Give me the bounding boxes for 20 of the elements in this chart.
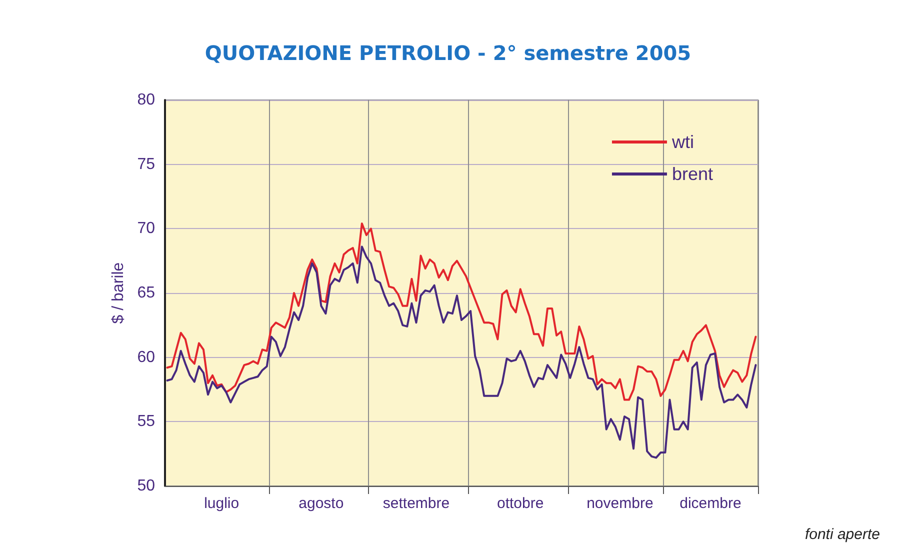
- y-tick-label: 75: [137, 156, 156, 173]
- chart-title: QUOTAZIONE PETROLIO - 2° semestre 2005: [204, 41, 692, 65]
- text: fonti aperte: [804, 526, 880, 543]
- y-tick-label: 70: [137, 220, 156, 238]
- legend-label: brent: [672, 164, 714, 184]
- y-tick-label: 55: [137, 413, 156, 430]
- y-tick-label: 80: [137, 92, 156, 108]
- y-tick-label: 65: [137, 284, 156, 302]
- y-axis-title: $ / barile: [110, 262, 127, 324]
- x-tick-label: agosto: [298, 495, 344, 512]
- legend-label: wti: [670, 132, 694, 152]
- x-tick-label: dicembre: [680, 495, 742, 512]
- x-tick-label: ottobre: [496, 495, 544, 512]
- x-tick-label: luglio: [204, 495, 240, 512]
- x-tick-label: settembre: [382, 495, 450, 512]
- line-series: [166, 246, 757, 459]
- y-tick-label: 50: [137, 478, 156, 494]
- y-tick-label: 60: [137, 348, 156, 366]
- x-tick-label: novembre: [586, 495, 654, 512]
- line-series: [166, 222, 757, 401]
